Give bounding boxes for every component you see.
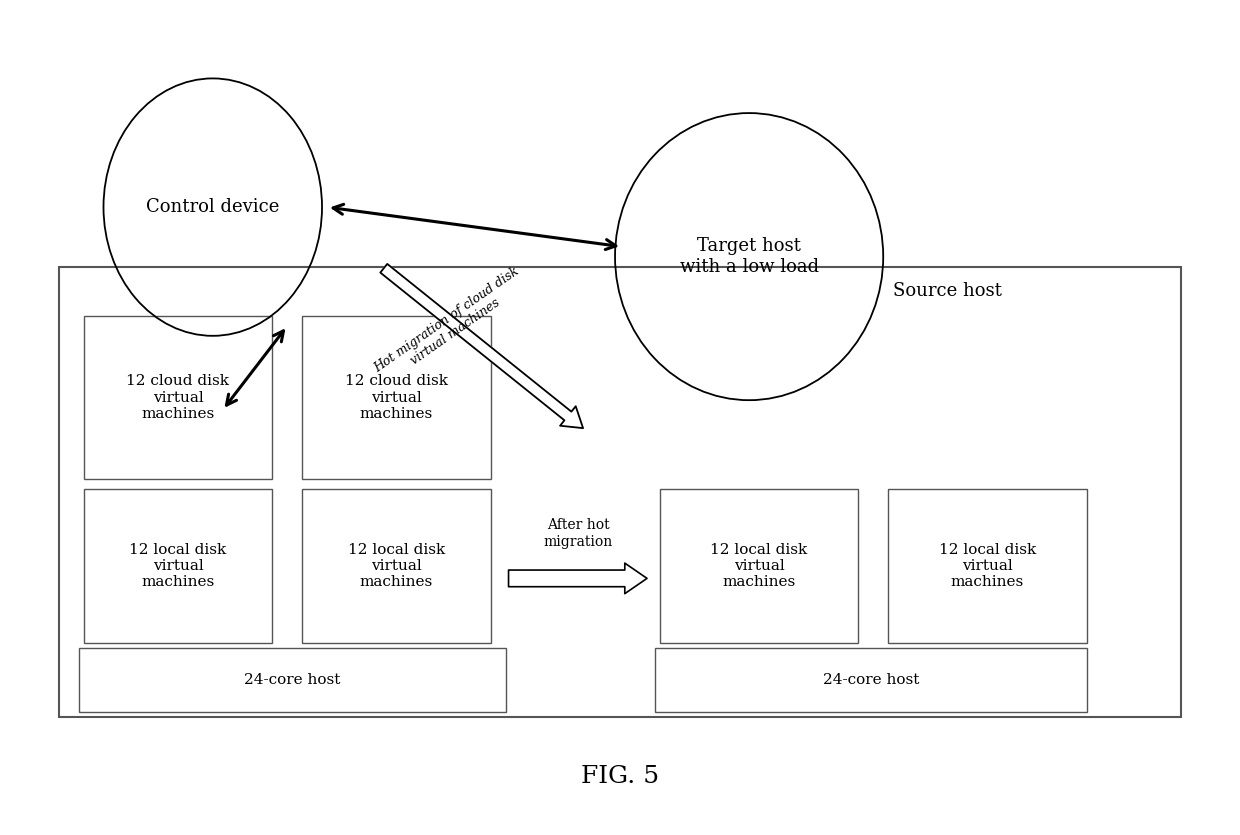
Text: Control device: Control device <box>146 198 279 216</box>
Text: 12 local disk
virtual
machines: 12 local disk virtual machines <box>711 543 807 590</box>
Text: After hot
migration: After hot migration <box>543 519 613 549</box>
Text: 24-core host: 24-core host <box>244 673 341 687</box>
Text: 12 local disk
virtual
machines: 12 local disk virtual machines <box>129 543 227 590</box>
FancyArrowPatch shape <box>381 264 583 428</box>
Bar <box>655 648 1086 712</box>
Bar <box>83 489 273 643</box>
FancyArrowPatch shape <box>381 264 583 428</box>
FancyArrowPatch shape <box>508 563 647 594</box>
Text: FIG. 5: FIG. 5 <box>580 765 660 788</box>
Text: Hot migration of cloud disk
virtual machines: Hot migration of cloud disk virtual mach… <box>372 265 531 387</box>
Bar <box>58 266 1182 717</box>
Text: 24-core host: 24-core host <box>822 673 919 687</box>
Text: 12 local disk
virtual
machines: 12 local disk virtual machines <box>348 543 445 590</box>
Text: Target host
with a low load: Target host with a low load <box>680 237 818 276</box>
Text: 12 cloud disk
virtual
machines: 12 cloud disk virtual machines <box>345 375 448 421</box>
Bar <box>78 648 506 712</box>
Text: Source host: Source host <box>893 282 1002 301</box>
Text: 12 local disk
virtual
machines: 12 local disk virtual machines <box>939 543 1037 590</box>
Bar <box>303 316 491 479</box>
Bar <box>660 489 858 643</box>
Bar <box>888 489 1086 643</box>
Bar <box>83 316 273 479</box>
Bar <box>303 489 491 643</box>
Text: 12 cloud disk
virtual
machines: 12 cloud disk virtual machines <box>126 375 229 421</box>
